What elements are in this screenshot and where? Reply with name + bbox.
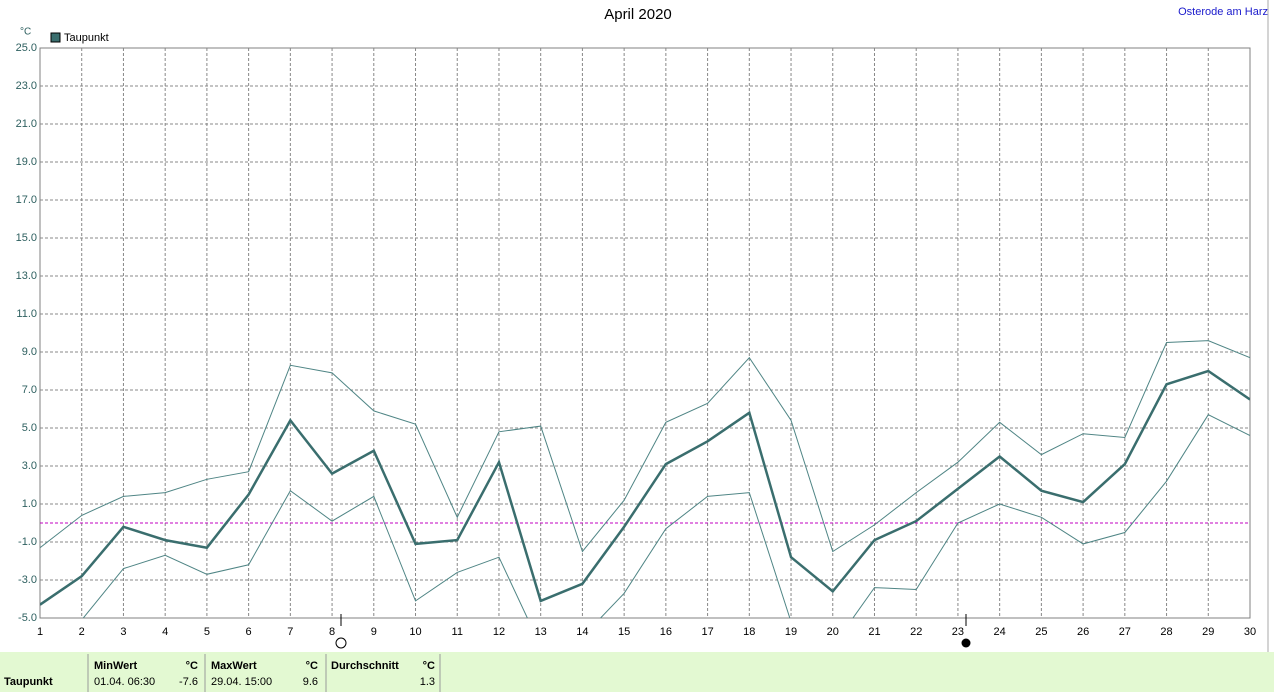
x-tick-label: 1 bbox=[37, 626, 43, 638]
x-tick-label: 27 bbox=[1119, 626, 1131, 638]
min-unit: °C bbox=[186, 660, 198, 672]
legend-swatch bbox=[50, 32, 61, 43]
x-tick-label: 13 bbox=[535, 626, 547, 638]
new-moon-icon bbox=[961, 638, 971, 648]
plot-area bbox=[39, 47, 1251, 619]
avg-value: 1.3 bbox=[420, 676, 435, 688]
x-tick-label: 23 bbox=[952, 626, 964, 638]
x-tick-label: 30 bbox=[1244, 626, 1256, 638]
range-line bbox=[82, 414, 1250, 618]
x-tick-label: 4 bbox=[162, 626, 168, 638]
y-tick-label: 3.0 bbox=[22, 460, 37, 472]
x-tick-label: 5 bbox=[204, 626, 210, 638]
y-tick-label: 11.0 bbox=[16, 308, 37, 320]
x-tick-label: 17 bbox=[701, 626, 713, 638]
y-tick-label: 1.0 bbox=[22, 498, 37, 510]
min-value: -7.6 bbox=[179, 676, 198, 688]
x-tick-label: 10 bbox=[409, 626, 421, 638]
dewpoint-line bbox=[40, 369, 1250, 606]
y-unit: °C bbox=[20, 27, 31, 38]
x-tick-label: 8 bbox=[329, 626, 335, 638]
y-tick-label: 21.0 bbox=[16, 118, 37, 130]
chart-title: April 2020 bbox=[604, 6, 672, 23]
min-time: 01.04. 06:30 bbox=[94, 676, 155, 688]
x-tick-label: 9 bbox=[371, 626, 377, 638]
x-tick-label: 21 bbox=[868, 626, 880, 638]
x-tick-label: 20 bbox=[827, 626, 839, 638]
legend-label: Taupunkt bbox=[64, 32, 109, 44]
y-tick-label: 9.0 bbox=[22, 346, 37, 358]
y-tick-label: 7.0 bbox=[22, 384, 37, 396]
y-tick-label: 23.0 bbox=[16, 80, 37, 92]
y-tick-label: 5.0 bbox=[22, 422, 37, 434]
summary-name: Taupunkt bbox=[4, 676, 53, 688]
summary-panel bbox=[0, 652, 1274, 692]
min-label: MinWert bbox=[94, 660, 138, 672]
y-tick-label: 13.0 bbox=[16, 270, 37, 282]
y-tick-label: -1.0 bbox=[18, 536, 37, 548]
x-tick-label: 3 bbox=[120, 626, 126, 638]
y-tick-label: -3.0 bbox=[18, 574, 37, 586]
x-tick-label: 16 bbox=[660, 626, 672, 638]
avg-label: Durchschnitt bbox=[331, 660, 399, 672]
y-tick-label: -5.0 bbox=[18, 612, 37, 624]
x-tick-label: 28 bbox=[1160, 626, 1172, 638]
x-tick-label: 24 bbox=[994, 626, 1006, 638]
x-tick-label: 25 bbox=[1035, 626, 1047, 638]
avg-unit: °C bbox=[423, 660, 435, 672]
location: Osterode am Harz bbox=[1178, 6, 1268, 18]
max-label: MaxWert bbox=[211, 660, 257, 672]
x-tick-label: 19 bbox=[785, 626, 797, 638]
x-tick-label: 2 bbox=[79, 626, 85, 638]
y-tick-label: 25.0 bbox=[16, 42, 37, 54]
y-tick-label: 19.0 bbox=[16, 156, 37, 168]
full-moon-icon bbox=[335, 637, 347, 649]
max-unit: °C bbox=[306, 660, 318, 672]
x-tick-label: 15 bbox=[618, 626, 630, 638]
y-tick-label: 15.0 bbox=[16, 232, 37, 244]
max-time: 29.04. 15:00 bbox=[211, 676, 272, 688]
x-tick-label: 18 bbox=[743, 626, 755, 638]
x-tick-label: 11 bbox=[452, 626, 463, 638]
x-tick-label: 29 bbox=[1202, 626, 1214, 638]
x-tick-label: 7 bbox=[287, 626, 293, 638]
range-line bbox=[40, 340, 1250, 553]
x-tick-label: 14 bbox=[576, 626, 588, 638]
y-tick-label: 17.0 bbox=[16, 194, 37, 206]
x-tick-label: 22 bbox=[910, 626, 922, 638]
max-value: 9.6 bbox=[303, 676, 318, 688]
series-group bbox=[40, 340, 1250, 618]
x-tick-label: 12 bbox=[493, 626, 505, 638]
x-tick-label: 26 bbox=[1077, 626, 1089, 638]
x-tick-label: 6 bbox=[246, 626, 252, 638]
